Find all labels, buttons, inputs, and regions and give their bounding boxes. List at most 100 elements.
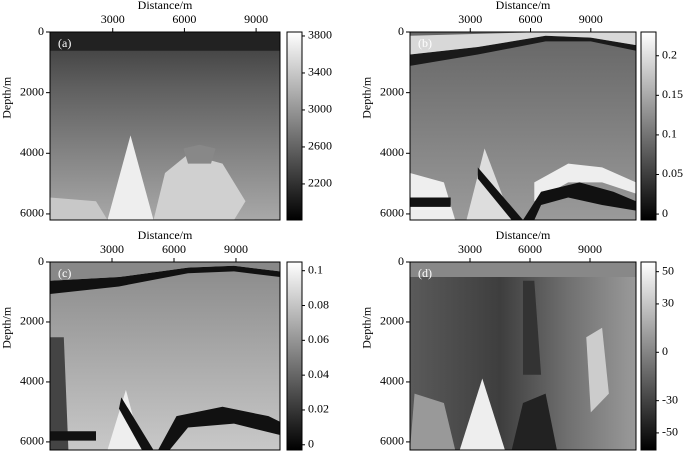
colorbar-tick-label: -30: [662, 392, 678, 406]
plot-frame: [49, 261, 281, 451]
image: [410, 262, 636, 450]
image-region: [511, 393, 557, 450]
image-region: [107, 389, 142, 450]
y-tick-label: 0: [38, 24, 44, 38]
colorbar-tick-label: 3400: [308, 65, 332, 79]
colorbar-tick-label: 0.04: [308, 367, 329, 381]
colorbar-tick-label: 0.2: [662, 47, 677, 61]
x-tick-label: 9000: [224, 242, 248, 256]
x-tick-label: 3000: [458, 12, 482, 26]
x-axis-label: Distance/m: [496, 228, 551, 242]
colorbar-tick-label: 2600: [308, 139, 332, 153]
y-tick-label: 0: [398, 24, 404, 38]
y-axis-label: Depth/m: [360, 306, 374, 349]
image-region: [107, 135, 154, 220]
y-tick-label: 2000: [380, 314, 404, 328]
x-axis-label: Distance/m: [138, 0, 193, 12]
y-axis-label: Depth/m: [360, 76, 374, 119]
colorbar-tick-label: 0: [308, 437, 314, 451]
panel-label: (b): [418, 36, 432, 50]
y-axis-label: Depth/m: [0, 76, 14, 119]
plot-frame: [409, 261, 637, 451]
x-tick-label: 6000: [519, 12, 543, 26]
panel-label: (a): [58, 36, 71, 50]
y-tick-label: 6000: [380, 434, 404, 448]
x-axis-label: Distance/m: [138, 228, 193, 242]
colorbar: [286, 31, 303, 221]
y-tick-label: 4000: [380, 374, 404, 388]
image-region: [410, 393, 456, 450]
image-region: [119, 397, 154, 450]
x-tick-label: 9000: [244, 12, 268, 26]
y-tick-label: 6000: [20, 434, 44, 448]
colorbar: [286, 261, 303, 451]
x-tick-label: 6000: [518, 242, 542, 256]
colorbar-tick-label: 0.02: [308, 402, 329, 416]
y-tick-label: 0: [398, 254, 404, 268]
panel: 3000 6000 90000200040006000Distance/mDepth…: [360, 0, 683, 221]
panel-label: (d): [418, 266, 432, 280]
image-region: [50, 337, 69, 450]
colorbar-tick-label: 0.15: [662, 87, 683, 101]
y-tick-label: 4000: [380, 145, 404, 159]
image-region: [410, 197, 451, 207]
colorbar-tick-label: 0: [662, 344, 668, 358]
image-region: [50, 431, 96, 441]
colorbar-tick-label: 0.05: [662, 166, 683, 180]
x-tick-label: 3000: [458, 242, 482, 256]
colorbar-tick-label: 0.06: [308, 332, 329, 346]
panel: 3000 6000 90000200040006000Distance/mDepth…: [0, 228, 329, 451]
colorbar-tick-label: 0: [662, 206, 668, 220]
colorbar-tick-label: 0.08: [308, 297, 329, 311]
x-tick-label: 9000: [578, 242, 602, 256]
panel: 3000 6000 90000200040006000Distance/mDepth…: [360, 228, 678, 451]
image-region: [50, 265, 280, 294]
y-tick-label: 4000: [20, 374, 44, 388]
panel-label: (c): [58, 266, 71, 280]
image-region: [523, 182, 636, 220]
panel: 3000 6000 90000200040006000Distance/mDepth…: [0, 0, 332, 221]
image-region: [50, 262, 280, 281]
x-tick-label: 6000: [162, 242, 186, 256]
y-tick-label: 6000: [380, 206, 404, 220]
image-region: [50, 32, 280, 51]
image-region: [586, 327, 609, 413]
x-tick-label: 3000: [101, 12, 125, 26]
y-tick-label: 0: [38, 254, 44, 268]
y-tick-label: 6000: [20, 206, 44, 220]
colorbar-tick-label: 3000: [308, 102, 332, 116]
colorbar-tick-label: 50: [662, 263, 674, 277]
image-region: [477, 167, 523, 220]
colorbar: [640, 261, 657, 451]
image-region: [158, 406, 280, 450]
image-region: [183, 144, 216, 164]
colorbar: [640, 31, 657, 221]
image: [410, 32, 636, 220]
colorbar-tick-label: 2200: [308, 176, 332, 190]
image-region: [50, 197, 108, 220]
x-tick-label: 6000: [172, 12, 196, 26]
plot-frame: [409, 31, 637, 221]
y-tick-label: 2000: [20, 314, 44, 328]
y-tick-label: 4000: [20, 145, 44, 159]
image-region: [534, 163, 636, 202]
image-region: [523, 280, 542, 375]
image-region: [153, 154, 246, 220]
image-region: [410, 35, 636, 66]
colorbar-tick-label: 3800: [308, 28, 332, 42]
image-region: [410, 262, 636, 278]
image: [50, 262, 280, 450]
image-region: [410, 173, 456, 220]
plot-frame: [49, 31, 281, 221]
y-axis-label: Depth/m: [0, 306, 14, 349]
colorbar-tick-label: 0.1: [662, 127, 677, 141]
y-tick-label: 2000: [20, 84, 44, 98]
colorbar-tick-label: 0.1: [308, 262, 323, 276]
image: [50, 32, 280, 220]
x-tick-label: 3000: [100, 242, 124, 256]
y-tick-label: 2000: [380, 84, 404, 98]
image-region: [410, 32, 636, 55]
x-axis-label: Distance/m: [496, 0, 551, 12]
x-tick-label: 9000: [579, 12, 603, 26]
